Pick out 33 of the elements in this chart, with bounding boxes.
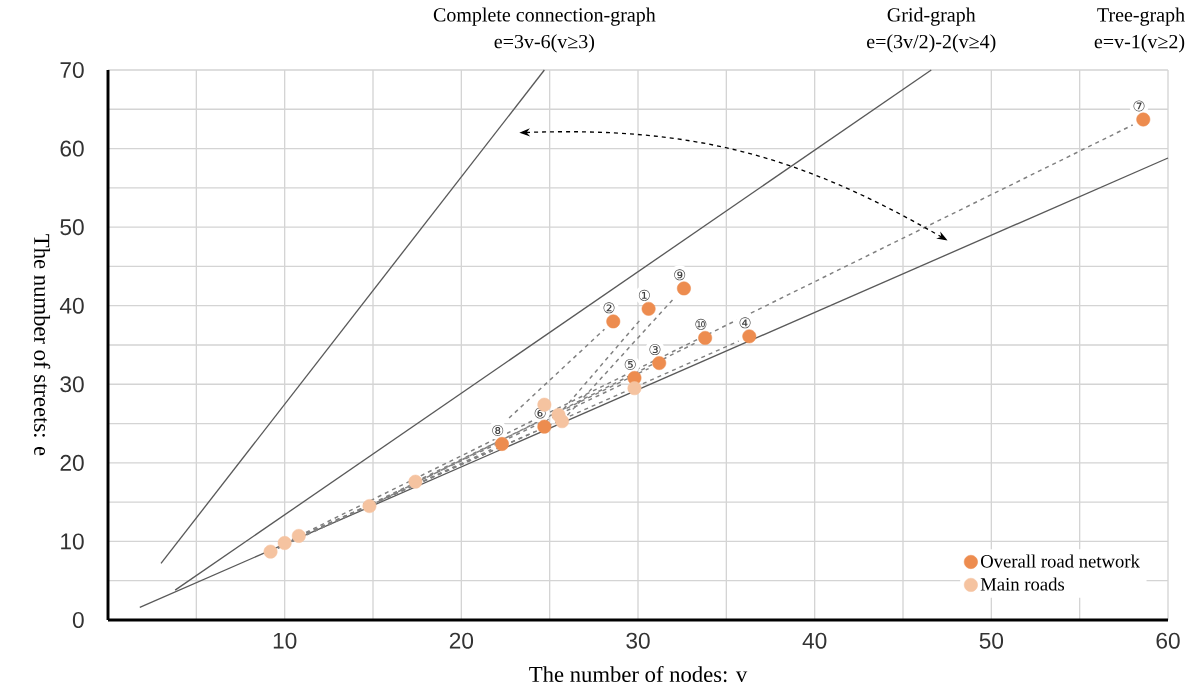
y-tick-label: 30 (60, 376, 84, 393)
annotation: ⑤ (624, 358, 636, 370)
legend-label: Overall road network (980, 554, 1140, 568)
text: e=(3v/2)-2(v≥4) (867, 34, 996, 53)
annotation: ④ (739, 317, 751, 329)
x-tick-label: 40 (802, 632, 827, 649)
annotation: ⑩ (695, 318, 707, 330)
x-tick-label: 30 (626, 632, 650, 649)
text: Tree-graph (1097, 7, 1185, 26)
annotation: ⑨ (674, 269, 686, 281)
x-tick-label: 50 (979, 632, 1004, 649)
y-axis-title: The number of streets: e (33, 234, 51, 456)
y-tick-label: 0 (72, 611, 84, 629)
text: e=v-1(v≥2) (1094, 34, 1185, 53)
x-tick-label: 60 (1156, 632, 1180, 649)
y-tick-label: 40 (59, 297, 84, 314)
legend-label: Main roads (980, 577, 1065, 591)
annotation: ⑧ (492, 424, 504, 436)
x-tick-label: 20 (449, 632, 474, 649)
y-tick-label: 50 (60, 219, 84, 236)
annotation: ⑦ (1133, 100, 1145, 112)
y-tick-label: 70 (60, 61, 84, 79)
annotation: ② (603, 302, 615, 314)
y-tick-label: 60 (60, 140, 84, 157)
text: Complete connection-graph (433, 7, 656, 26)
annotation: ① (638, 289, 650, 301)
y-tick-label: 20 (60, 454, 84, 471)
x-axis-title: The number of nodes: v (529, 665, 748, 683)
y-tick-label: 10 (61, 533, 84, 550)
text: Grid-graph (887, 7, 976, 26)
annotation: ③ (649, 343, 661, 355)
x-tick-label: 10 (273, 632, 297, 649)
text: e=3v-6(v≥3) (494, 34, 595, 53)
